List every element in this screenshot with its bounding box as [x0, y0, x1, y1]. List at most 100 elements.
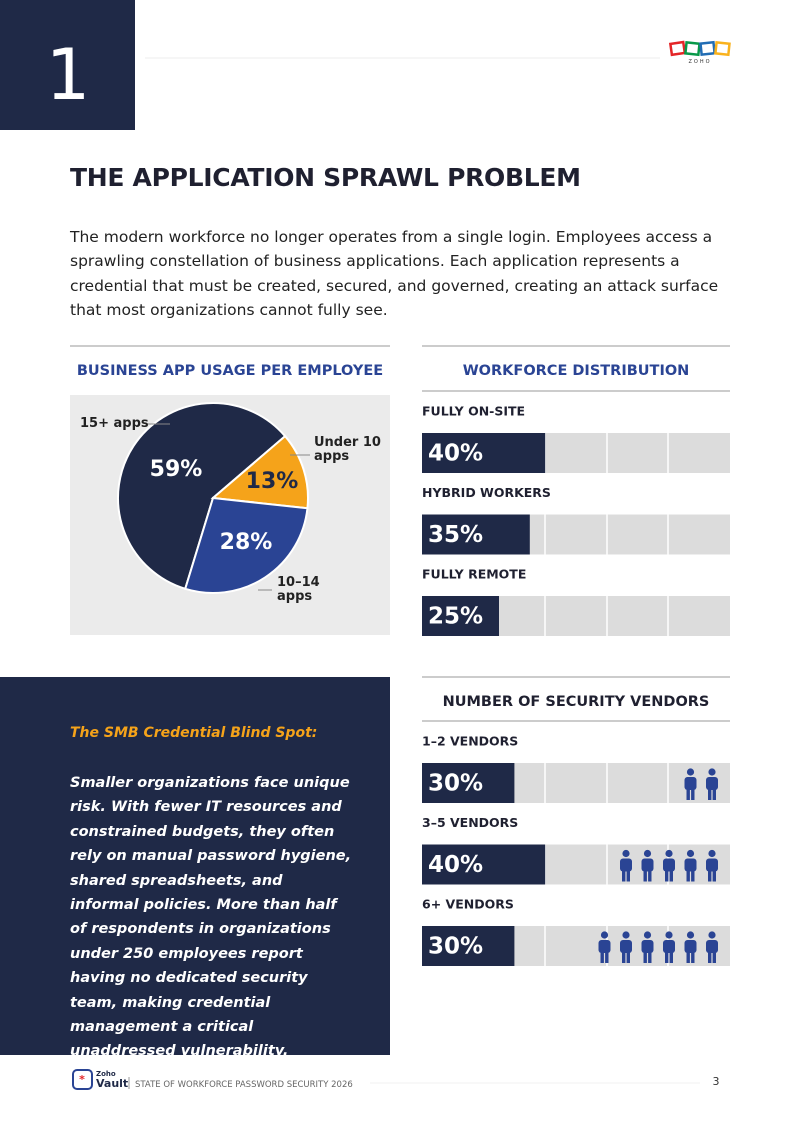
person-head	[600, 931, 609, 939]
value-label: 40%	[428, 852, 483, 878]
person-leg	[691, 951, 695, 963]
person-leg	[665, 951, 669, 963]
person-body	[663, 858, 675, 872]
person-leg	[708, 951, 712, 963]
person-leg	[626, 951, 630, 963]
row-label: FULLY ON-SITE	[422, 404, 525, 419]
person-leg	[708, 869, 712, 882]
person-body	[620, 858, 632, 872]
person-body	[706, 777, 718, 790]
intro: The modern workforce no longer operates …	[70, 228, 719, 320]
person-leg	[643, 869, 647, 882]
chart-title: BUSINESS APP USAGE PER EMPLOYEE	[77, 363, 383, 379]
person-head	[622, 849, 630, 858]
pie-slice	[117, 402, 287, 591]
person-head	[686, 931, 695, 939]
bar	[422, 433, 546, 473]
person-leg	[605, 951, 609, 963]
row-label: FULLY REMOTE	[422, 567, 526, 582]
callout-body: Smaller organizations face unique risk. …	[70, 775, 352, 1060]
row-label: HYBRID WORKERS	[422, 485, 551, 500]
person-head	[708, 768, 716, 776]
value-label: 35%	[428, 522, 483, 548]
pie-slice	[183, 496, 309, 594]
value-label: 59%	[150, 457, 203, 482]
bar	[422, 514, 530, 555]
person-head	[708, 849, 716, 858]
svg-text:*: *	[79, 1073, 85, 1086]
person-leg	[712, 869, 716, 882]
person-head	[665, 849, 673, 858]
slice-label: Under 10 apps	[314, 435, 381, 464]
person-head	[622, 931, 630, 939]
row-label: 3–5 VENDORS	[422, 815, 518, 830]
person-body	[684, 858, 697, 872]
chart-title: NUMBER OF SECURITY VENDORS	[443, 694, 710, 710]
zoho-logo: ZOHO	[668, 40, 731, 65]
vault-logo: * Zoho Vault	[72, 1069, 128, 1090]
value-label: 30%	[428, 771, 483, 797]
logo-top: Zoho	[96, 1070, 116, 1078]
person-head	[665, 931, 673, 939]
slice-label: 15+ apps	[80, 416, 149, 431]
pie-slice	[210, 434, 309, 510]
person-leg	[712, 788, 716, 800]
person-leg	[686, 788, 690, 800]
person-body	[663, 940, 675, 953]
person-leg	[708, 788, 712, 800]
person-leg	[622, 951, 626, 963]
bar	[422, 926, 515, 966]
page-number: 3	[713, 1075, 720, 1088]
chart-title: WORKFORCE DISTRIBUTION	[463, 363, 690, 379]
title: THE APPLICATION SPRAWL PROBLEM	[70, 163, 581, 192]
person-body	[706, 940, 718, 953]
person-leg	[648, 869, 652, 882]
logo-name: Vault	[96, 1077, 128, 1090]
person-leg	[626, 869, 630, 882]
person-leg	[669, 869, 673, 882]
value-label: 30%	[428, 934, 483, 960]
person-body	[620, 940, 632, 953]
person-icons	[684, 768, 718, 800]
person-leg	[648, 951, 652, 963]
person-leg	[665, 869, 669, 882]
person-leg	[691, 788, 695, 800]
value-label: 40%	[428, 441, 483, 467]
value-label: 25%	[428, 604, 483, 630]
person-icons	[620, 849, 718, 882]
person-head	[708, 931, 716, 939]
person-leg	[643, 951, 647, 963]
footer-text: STATE OF WORKFORCE PASSWORD SECURITY 202…	[135, 1080, 353, 1090]
logo-text: ZOHO	[688, 59, 711, 65]
bar	[422, 596, 499, 636]
person-leg	[691, 869, 695, 882]
section-number: 1	[46, 34, 91, 116]
person-leg	[622, 869, 626, 882]
person-head	[643, 849, 652, 858]
person-leg	[712, 951, 716, 963]
callout-heading: The SMB Credential Blind Spot:	[70, 725, 318, 741]
value-label: 13%	[246, 469, 299, 494]
value-label: 28%	[220, 530, 273, 555]
person-leg	[686, 869, 690, 882]
person-leg	[600, 951, 604, 963]
bar	[422, 844, 546, 885]
person-body	[598, 940, 611, 953]
person-head	[686, 768, 695, 776]
bar	[422, 763, 515, 803]
person-head	[643, 931, 652, 939]
callout-box	[0, 677, 390, 1055]
person-body	[706, 858, 718, 872]
person-body	[684, 940, 697, 953]
section-block	[0, 0, 135, 130]
person-leg	[686, 951, 690, 963]
person-body	[641, 940, 654, 953]
slice-label: 10–14 apps	[277, 575, 320, 604]
person-body	[641, 858, 654, 872]
row-label: 1–2 VENDORS	[422, 734, 518, 749]
row-label: 6+ VENDORS	[422, 897, 514, 912]
person-head	[686, 849, 695, 858]
person-leg	[669, 951, 673, 963]
